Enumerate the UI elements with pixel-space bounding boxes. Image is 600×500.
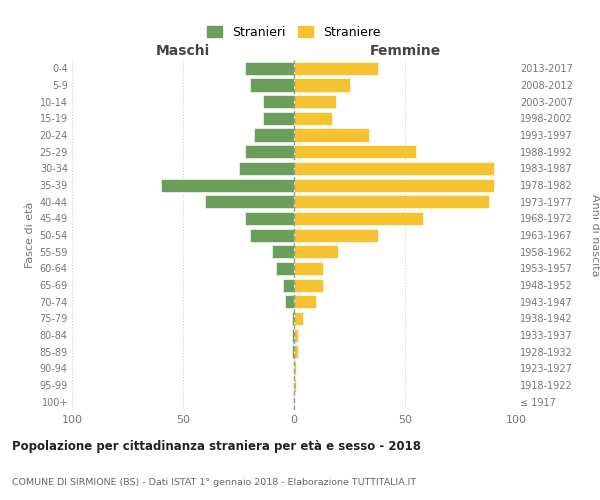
Y-axis label: Anni di nascita: Anni di nascita bbox=[590, 194, 600, 276]
Bar bbox=[245, 145, 294, 158]
Bar bbox=[292, 312, 294, 325]
Bar bbox=[250, 228, 294, 241]
Bar bbox=[294, 162, 494, 175]
Bar bbox=[294, 345, 298, 358]
Bar bbox=[294, 78, 349, 92]
Bar bbox=[294, 128, 370, 141]
Text: COMUNE DI SIRMIONE (BS) - Dati ISTAT 1° gennaio 2018 - Elaborazione TUTTITALIA.I: COMUNE DI SIRMIONE (BS) - Dati ISTAT 1° … bbox=[12, 478, 416, 487]
Bar bbox=[294, 145, 416, 158]
Bar bbox=[254, 128, 294, 141]
Bar bbox=[294, 328, 298, 342]
Text: Popolazione per cittadinanza straniera per età e sesso - 2018: Popolazione per cittadinanza straniera p… bbox=[12, 440, 421, 453]
Bar bbox=[294, 212, 423, 225]
Bar bbox=[263, 112, 294, 125]
Bar bbox=[294, 62, 379, 75]
Bar bbox=[294, 112, 332, 125]
Bar bbox=[272, 245, 294, 258]
Bar bbox=[245, 62, 294, 75]
Y-axis label: Fasce di età: Fasce di età bbox=[25, 202, 35, 268]
Bar bbox=[294, 278, 323, 291]
Bar bbox=[294, 312, 303, 325]
Bar bbox=[292, 328, 294, 342]
Text: Femmine: Femmine bbox=[370, 44, 440, 59]
Bar bbox=[239, 162, 294, 175]
Bar bbox=[283, 278, 294, 291]
Bar bbox=[294, 362, 296, 375]
Bar bbox=[292, 345, 294, 358]
Bar bbox=[294, 378, 296, 392]
Bar bbox=[250, 78, 294, 92]
Bar bbox=[276, 262, 294, 275]
Bar bbox=[294, 245, 338, 258]
Bar bbox=[294, 228, 379, 241]
Bar bbox=[263, 95, 294, 108]
Bar bbox=[205, 195, 294, 208]
Bar bbox=[294, 195, 490, 208]
Bar bbox=[294, 262, 323, 275]
Bar bbox=[285, 295, 294, 308]
Legend: Stranieri, Straniere: Stranieri, Straniere bbox=[202, 20, 386, 44]
Bar bbox=[245, 212, 294, 225]
Bar bbox=[161, 178, 294, 192]
Bar bbox=[294, 295, 316, 308]
Text: Maschi: Maschi bbox=[156, 44, 210, 59]
Bar bbox=[294, 95, 336, 108]
Bar bbox=[294, 178, 494, 192]
